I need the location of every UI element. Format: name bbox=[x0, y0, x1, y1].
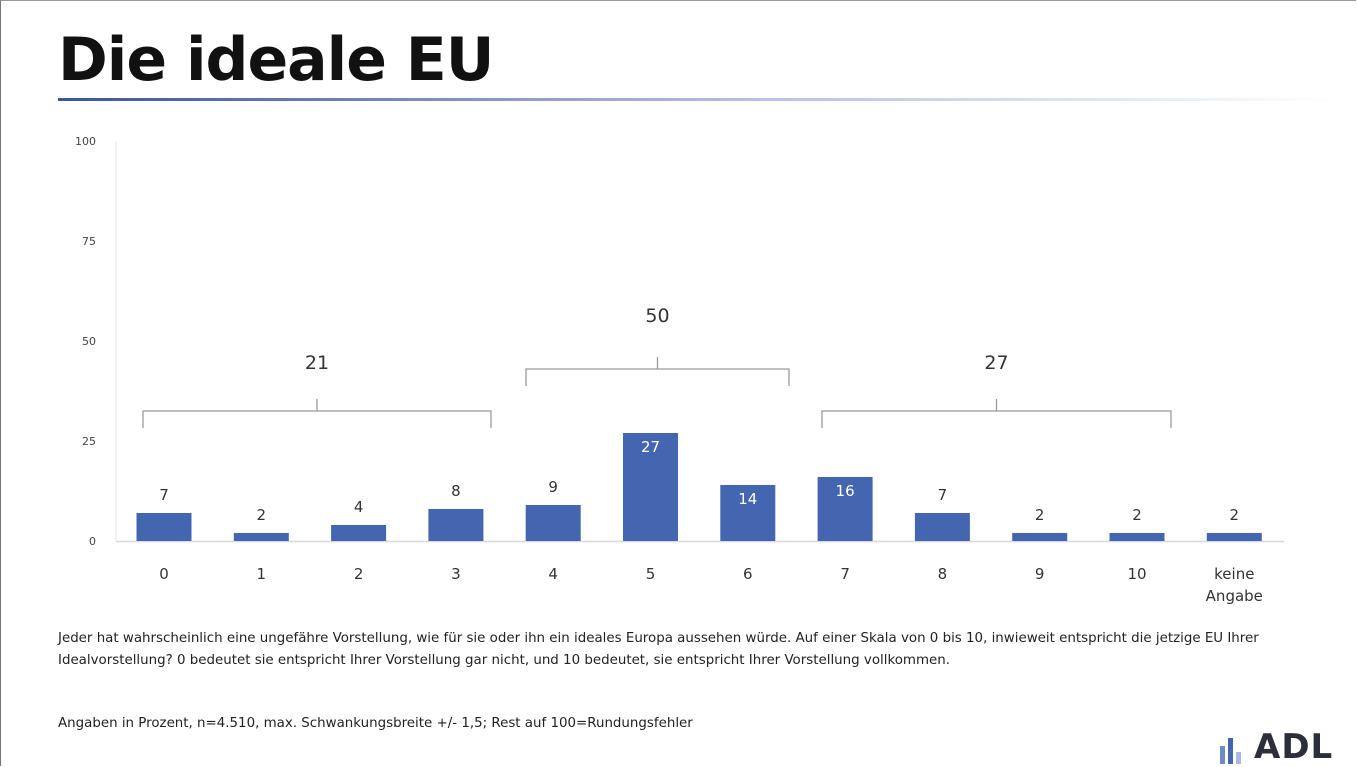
bar bbox=[1206, 533, 1262, 541]
x-tick-label: 8 bbox=[938, 565, 948, 583]
group-total-label: 27 bbox=[984, 352, 1008, 374]
bar-value-label: 2 bbox=[1230, 506, 1240, 524]
bar-chart: 0255075100702142839427514616778292102kei… bbox=[75, 135, 1284, 605]
bar bbox=[720, 485, 776, 541]
x-tick-label: 3 bbox=[451, 565, 461, 583]
x-tick-label: 0 bbox=[159, 565, 169, 583]
bar-value-label: 9 bbox=[548, 478, 558, 496]
group-total-label: 21 bbox=[305, 352, 329, 374]
bar-value-label: 7 bbox=[938, 486, 948, 504]
x-tick-label: Angabe bbox=[1206, 587, 1263, 605]
group-total-label: 50 bbox=[645, 305, 669, 327]
y-tick-label: 25 bbox=[82, 435, 96, 448]
bar bbox=[817, 477, 873, 541]
bar-value-label: 16 bbox=[836, 482, 855, 500]
group-bracket bbox=[525, 357, 790, 386]
bar-chart-icon bbox=[1220, 738, 1241, 764]
title-underline bbox=[58, 98, 1338, 101]
bar-value-label: 2 bbox=[257, 506, 267, 524]
x-tick-label: 2 bbox=[354, 565, 364, 583]
bar bbox=[525, 505, 581, 541]
question-text: Jeder hat wahrscheinlich eine ungefähre … bbox=[58, 631, 1259, 668]
bar-value-label: 2 bbox=[1035, 506, 1045, 524]
x-tick-label: 9 bbox=[1035, 565, 1045, 583]
x-tick-label: 7 bbox=[840, 565, 850, 583]
x-tick-label: 6 bbox=[743, 565, 753, 583]
sample-note: Angaben in Prozent, n=4.510, max. Schwan… bbox=[58, 716, 693, 731]
bar-value-label: 27 bbox=[641, 438, 660, 456]
y-tick-label: 0 bbox=[89, 535, 96, 548]
x-tick-label: keine bbox=[1214, 565, 1254, 583]
adl-logo: ADL bbox=[1218, 724, 1333, 764]
bar bbox=[136, 513, 192, 541]
bar-value-label: 4 bbox=[354, 498, 364, 516]
group-bracket bbox=[821, 399, 1172, 428]
bar bbox=[233, 533, 289, 541]
y-tick-label: 50 bbox=[82, 335, 96, 348]
x-tick-label: 1 bbox=[257, 565, 267, 583]
x-tick-label: 4 bbox=[548, 565, 558, 583]
bar-value-label: 8 bbox=[451, 482, 461, 500]
bar-value-label: 7 bbox=[159, 486, 169, 504]
bar-value-label: 14 bbox=[738, 490, 757, 508]
bar bbox=[623, 433, 678, 541]
bar-value-label: 2 bbox=[1132, 506, 1142, 524]
bar bbox=[914, 513, 970, 541]
logo-text: ADL bbox=[1254, 727, 1334, 767]
bar bbox=[331, 525, 387, 541]
y-tick-label: 100 bbox=[75, 135, 96, 148]
x-tick-label: 5 bbox=[646, 565, 656, 583]
bar bbox=[1109, 533, 1165, 541]
bar bbox=[428, 509, 484, 541]
y-tick-label: 75 bbox=[82, 235, 96, 248]
group-bracket bbox=[142, 399, 492, 428]
bar bbox=[1012, 533, 1068, 541]
x-tick-label: 10 bbox=[1127, 565, 1146, 583]
page-title: Die ideale EU bbox=[58, 25, 495, 95]
